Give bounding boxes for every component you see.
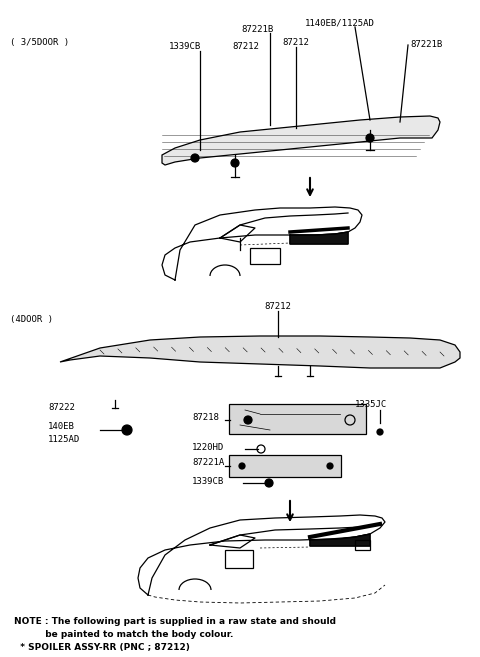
Text: be painted to match the body colour.: be painted to match the body colour. <box>14 630 233 639</box>
Circle shape <box>191 154 199 162</box>
Text: 87222: 87222 <box>48 403 75 412</box>
Circle shape <box>122 425 132 435</box>
Text: 1125AD: 1125AD <box>48 435 80 444</box>
Circle shape <box>366 134 374 142</box>
Text: 140EB: 140EB <box>48 422 75 431</box>
Text: 87221A: 87221A <box>192 458 224 467</box>
Polygon shape <box>290 232 348 244</box>
Text: 1339CB: 1339CB <box>169 42 201 51</box>
FancyBboxPatch shape <box>229 455 341 477</box>
Text: ( 3/5DOOR ): ( 3/5DOOR ) <box>10 38 69 47</box>
Polygon shape <box>310 534 370 546</box>
Circle shape <box>327 463 333 469</box>
Text: 87212: 87212 <box>233 42 259 51</box>
Circle shape <box>239 463 245 469</box>
Bar <box>225 550 253 568</box>
Text: 1339CB: 1339CB <box>192 477 224 486</box>
Text: NOTE : The following part is supplied in a raw state and should: NOTE : The following part is supplied in… <box>14 617 336 626</box>
Circle shape <box>377 429 383 435</box>
Circle shape <box>231 159 239 167</box>
Text: 87212: 87212 <box>264 302 291 311</box>
Text: 1220HD: 1220HD <box>192 443 224 452</box>
Bar <box>355 540 370 550</box>
Text: 1335JC: 1335JC <box>355 400 387 409</box>
Text: * SPOILER ASSY-RR (PNC ; 87212): * SPOILER ASSY-RR (PNC ; 87212) <box>14 643 190 652</box>
Polygon shape <box>162 116 440 165</box>
Polygon shape <box>60 336 460 368</box>
Text: 87212: 87212 <box>283 38 310 47</box>
Text: 87218: 87218 <box>192 413 219 422</box>
Text: 87221B: 87221B <box>242 25 274 34</box>
Text: 87221B: 87221B <box>410 40 442 49</box>
Text: (4DOOR ): (4DOOR ) <box>10 315 53 324</box>
Text: 1140EB/1125AD: 1140EB/1125AD <box>305 18 375 27</box>
Circle shape <box>265 479 273 487</box>
FancyBboxPatch shape <box>229 404 366 434</box>
Circle shape <box>244 416 252 424</box>
Bar <box>250 248 280 264</box>
